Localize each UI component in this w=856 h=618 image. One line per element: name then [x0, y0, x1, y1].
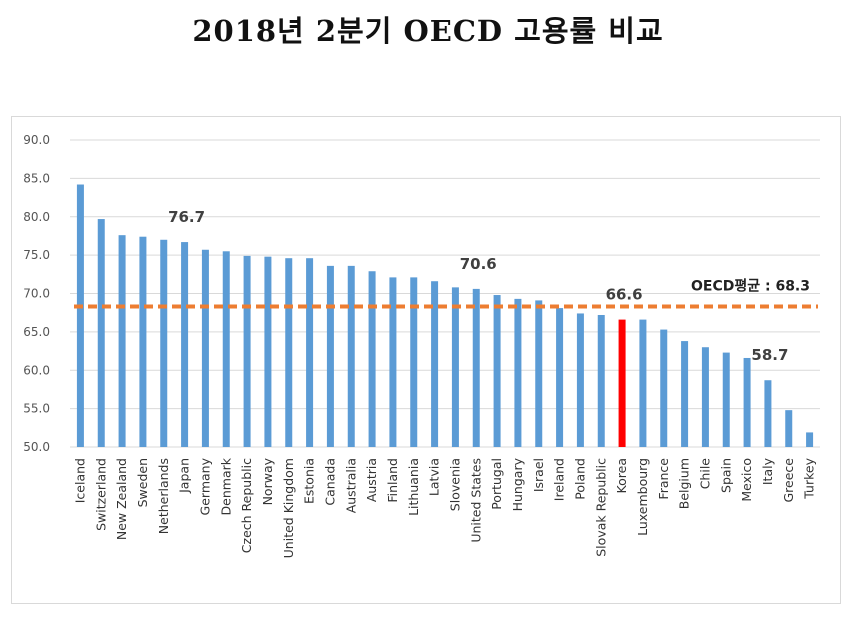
x-tick-label: Ireland: [552, 458, 567, 501]
bar-chile: [701, 347, 709, 447]
x-tick-label: Slovenia: [447, 458, 462, 511]
bar-sweden: [139, 236, 147, 447]
bar-new-zealand: [118, 235, 126, 447]
y-tick-label: 80.0: [23, 210, 50, 224]
x-tick-label: Japan: [177, 458, 192, 494]
x-tick-label: New Zealand: [114, 458, 129, 540]
bar-poland: [576, 313, 584, 447]
bar-united-kingdom: [285, 258, 293, 447]
x-tick-label: Lithuania: [406, 458, 421, 516]
bar-lithuania: [410, 277, 418, 447]
x-tick-label: Latvia: [427, 458, 442, 496]
x-tick-label: Turkey: [802, 457, 817, 499]
x-tick-label: Netherlands: [156, 458, 171, 534]
bar-slovenia: [451, 287, 459, 447]
bar-chart: 90.0 85.0 80.0 75.0 70.0 65.0 60.0 55.0 50.0 OEC…: [23, 133, 820, 558]
bar-estonia: [306, 258, 314, 447]
bar-germany: [201, 249, 209, 447]
y-tick-label: 65.0: [23, 325, 50, 339]
oecd-average-label: OECD평균 : 68.3: [691, 278, 810, 295]
x-tick-label: Belgium: [677, 458, 692, 509]
bar-mexico: [743, 357, 751, 447]
x-tick-label: United States: [468, 458, 483, 543]
bar-greece: [785, 410, 793, 447]
x-tick-label: Spain: [718, 458, 733, 493]
average-line-group: OECD평균 : 68.3: [74, 278, 818, 309]
x-tick-label: Luxembourg: [635, 458, 650, 536]
x-tick-label: Greece: [781, 458, 796, 503]
y-axis-ticks: 90.0 85.0 80.0 75.0 70.0 65.0 60.0 55.0 50.0: [23, 133, 50, 454]
bar-switzerland: [97, 219, 105, 447]
bars: [76, 184, 814, 447]
x-tick-label: France: [656, 458, 671, 500]
bar-korea: [618, 319, 626, 447]
x-tick-label: Estonia: [302, 458, 317, 504]
x-tick-label: Iceland: [72, 458, 87, 503]
bar-canada: [326, 265, 334, 447]
y-tick-label: 55.0: [23, 402, 50, 416]
bar-united-states: [472, 288, 480, 447]
data-label: 76.7: [168, 208, 205, 226]
bar-ireland: [556, 308, 564, 447]
x-tick-label: Mexico: [739, 458, 754, 502]
bar-denmark: [222, 251, 230, 447]
data-label: 58.7: [751, 346, 788, 364]
y-tick-label: 60.0: [23, 363, 50, 377]
bar-italy: [764, 380, 772, 447]
x-tick-label: Slovak Republic: [593, 458, 608, 557]
x-tick-label: Portugal: [489, 458, 504, 510]
x-tick-label: Poland: [572, 458, 587, 500]
bar-czech-republic: [243, 255, 251, 447]
x-tick-label: Germany: [197, 457, 212, 515]
bar-belgium: [681, 341, 689, 447]
bar-spain: [722, 352, 730, 447]
bar-portugal: [493, 295, 501, 447]
x-tick-label: Austria: [364, 458, 379, 502]
bar-luxembourg: [639, 319, 647, 447]
bar-austria: [368, 271, 376, 447]
x-tick-label: United Kingdom: [281, 458, 296, 558]
bar-france: [660, 329, 668, 447]
chart-title: 2018년 2분기 OECD 고용률 비교: [192, 14, 664, 48]
y-tick-label: 75.0: [23, 248, 50, 262]
x-tick-label: Israel: [531, 458, 546, 492]
bar-iceland: [76, 184, 84, 447]
x-tick-label: Korea: [614, 458, 629, 493]
data-labels: 76.7 70.6 66.6 58.7: [168, 208, 788, 364]
bar-netherlands: [160, 239, 168, 447]
y-tick-label: 85.0: [23, 171, 50, 185]
x-tick-label: Denmark: [218, 457, 233, 515]
bar-turkey: [806, 432, 814, 447]
x-tick-label: Norway: [260, 457, 275, 505]
bar-finland: [389, 277, 397, 447]
x-tick-label: Switzerland: [93, 458, 108, 531]
x-axis-labels: Iceland Switzerland New Zealand Sweden Nethe…: [72, 457, 816, 558]
bar-slovak-republic: [597, 314, 605, 447]
data-label: 66.6: [606, 286, 643, 304]
x-tick-label: Finland: [385, 458, 400, 503]
bar-norway: [264, 256, 272, 447]
gridlines: [70, 139, 820, 448]
bar-japan: [181, 242, 189, 447]
x-tick-label: Italy: [760, 457, 775, 485]
y-tick-label: 90.0: [23, 133, 50, 147]
x-tick-label: Sweden: [135, 458, 150, 507]
x-tick-label: Australia: [343, 458, 358, 513]
x-tick-label: Hungary: [510, 457, 525, 511]
y-tick-label: 70.0: [23, 287, 50, 301]
bar-israel: [535, 300, 543, 447]
bar-latvia: [431, 281, 439, 447]
y-tick-label: 50.0: [23, 440, 50, 454]
data-label: 70.6: [460, 255, 497, 273]
bar-hungary: [514, 298, 522, 447]
x-tick-label: Chile: [697, 458, 712, 490]
chart-area: 90.0 85.0 80.0 75.0 70.0 65.0 60.0 55.0 50.0 OEC…: [11, 116, 841, 604]
bar-australia: [347, 265, 355, 447]
x-tick-label: Czech Republic: [239, 458, 254, 553]
x-tick-label: Canada: [322, 458, 337, 506]
